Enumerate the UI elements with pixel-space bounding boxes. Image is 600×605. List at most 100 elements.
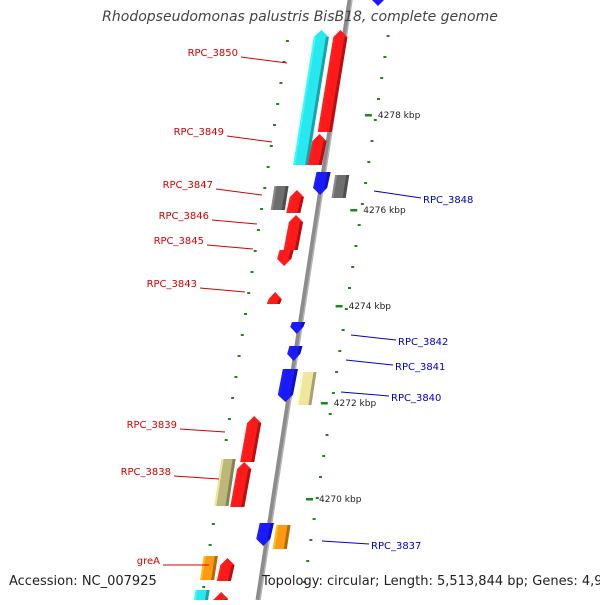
gene-rpc-3841[interactable]	[287, 346, 303, 361]
track-tick	[360, 203, 364, 205]
leader-line	[340, 391, 390, 397]
topology-info: Topology: circular; Length: 5,513,844 bp…	[262, 574, 600, 589]
track-tick	[208, 544, 212, 546]
track-tick	[335, 371, 339, 373]
gene-rpc-3848b[interactable]	[331, 175, 350, 198]
gene-label-grea[interactable]: greA	[137, 556, 160, 567]
gene-grea[interactable]	[200, 556, 218, 580]
track-tick	[338, 350, 342, 352]
track-tick	[306, 560, 310, 562]
track-tick	[266, 166, 270, 168]
track-tick	[234, 376, 238, 378]
track-tick	[253, 250, 257, 252]
gene-label-rpc-3838[interactable]: RPC_3838	[121, 467, 171, 478]
track-tick	[331, 392, 335, 394]
track-tick	[344, 308, 348, 310]
track-tick	[244, 313, 247, 315]
gene-label-rpc-3848[interactable]: RPC_3848	[423, 195, 473, 206]
track-tick	[224, 439, 228, 441]
gene-rpc-3847[interactable]	[270, 186, 289, 210]
gene-label-rpc-3845[interactable]: RPC_3845	[154, 236, 204, 247]
track-tick	[319, 476, 322, 478]
scale-tick	[364, 114, 372, 117]
track-tick	[227, 418, 231, 420]
gene-rpc-3840b[interactable]	[296, 372, 317, 405]
gene-rpc-3837[interactable]	[256, 523, 274, 546]
track-tick	[263, 187, 267, 189]
gene-rpc-3843[interactable]	[266, 292, 282, 304]
gene-label-rpc-3849[interactable]: RPC_3849	[174, 127, 224, 138]
track-tick	[269, 145, 273, 147]
scale-label: 4278 kbp	[378, 111, 421, 121]
gene-rpc-3846[interactable]	[286, 190, 304, 213]
gene-rpc-3850[interactable]	[293, 30, 329, 165]
gene-label-rpc-3839[interactable]: RPC_3839	[127, 420, 177, 431]
track-tick	[370, 140, 374, 142]
gene-rpc-3845b[interactable]	[277, 250, 294, 266]
page-title: Rhodopseudomonas palustris BisB18, compl…	[102, 9, 498, 25]
track-tick	[383, 56, 387, 58]
gene-features	[194, 0, 384, 600]
track-tick	[211, 523, 215, 525]
track-tick	[328, 413, 332, 415]
scale-labels: 4278 kbp 4276 kbp 4274 kbp 4272 kbp 4270 kbp	[306, 111, 421, 505]
gene-label-rpc-3842[interactable]: RPC_3842	[398, 337, 448, 348]
leader-line	[373, 190, 422, 199]
track-tick	[231, 397, 235, 399]
track-tick	[341, 329, 345, 331]
track-tick	[279, 82, 283, 84]
gene-grea-b[interactable]	[216, 558, 235, 581]
gene-rpc-3848[interactable]	[313, 172, 331, 195]
leader-line	[211, 219, 258, 225]
track-tick	[240, 334, 244, 336]
track-tick	[202, 586, 206, 588]
leader-line	[206, 244, 254, 250]
gene-rpc-3839[interactable]	[240, 416, 262, 462]
gene-rpc-3849[interactable]	[307, 134, 327, 165]
gene-edge-1[interactable]	[194, 590, 210, 600]
leader-line	[321, 540, 370, 545]
gene-edge-2[interactable]	[213, 592, 229, 600]
track-tick	[380, 77, 384, 79]
gene-rpc-3837b[interactable]	[272, 525, 291, 549]
gene-label-rpc-3847[interactable]: RPC_3847	[163, 180, 213, 191]
track-tick	[276, 103, 280, 105]
track-tick	[256, 229, 260, 231]
gene-rpc-3838b[interactable]	[214, 459, 236, 506]
scale-tick	[306, 498, 313, 501]
scale-label: 4272 kbp	[334, 399, 377, 409]
gene-rpc-3845[interactable]	[283, 215, 303, 250]
gene-label-rpc-3837[interactable]: RPC_3837	[371, 541, 421, 552]
gene-label-rpc-3850[interactable]: RPC_3850	[188, 48, 238, 59]
track-tick	[309, 539, 313, 541]
track-tick	[247, 292, 251, 294]
scale-label: 4270 kbp	[319, 495, 362, 505]
gene-labels: RPC_3850 RPC_3849 RPC_3847 RPC_3846 RPC_3845…	[121, 48, 474, 567]
gene-rpc-3850b[interactable]	[317, 30, 348, 132]
gene-rpc-3838[interactable]	[230, 462, 252, 507]
track-tick	[273, 124, 276, 126]
gene-label-rpc-3843[interactable]: RPC_3843	[147, 279, 197, 290]
leader-line	[350, 334, 397, 341]
accession-info: Accession: NC_007925	[9, 574, 157, 589]
track-tick	[237, 355, 241, 357]
track-tick	[357, 224, 361, 226]
track-tick	[364, 182, 368, 184]
scale-tick	[335, 305, 343, 308]
gene-rpc-3840[interactable]	[277, 369, 298, 402]
track-tick	[354, 245, 358, 247]
leader-line	[345, 359, 394, 366]
scale-label: 4274 kbp	[349, 302, 392, 312]
gene-label-rpc-3846[interactable]: RPC_3846	[159, 211, 209, 222]
track-tick	[367, 161, 371, 163]
leader-line	[179, 428, 226, 433]
track-tick	[250, 271, 254, 273]
leader-line	[173, 475, 220, 480]
label-leader-lines	[163, 56, 422, 566]
gene-label-rpc-3841[interactable]: RPC_3841	[395, 362, 445, 373]
gene-label-rpc-3840[interactable]: RPC_3840	[391, 393, 441, 404]
gene-rpc-3842[interactable]	[290, 322, 306, 334]
track-tick	[377, 98, 380, 100]
